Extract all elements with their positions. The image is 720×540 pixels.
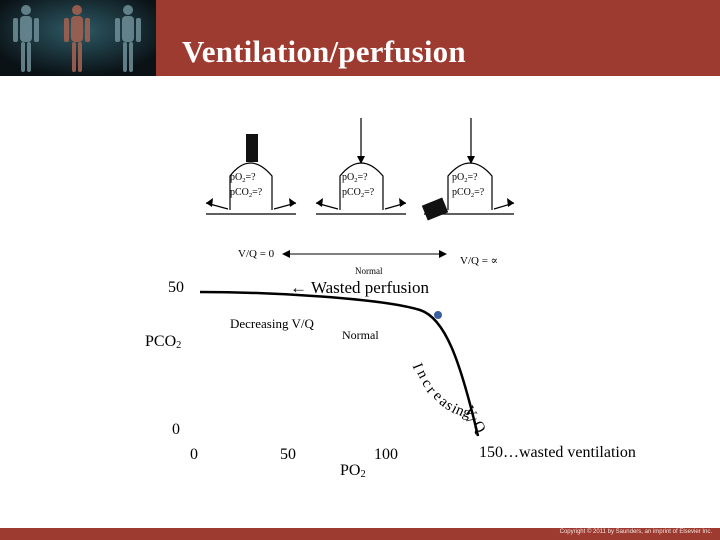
unit-3-gas-labels: pO2=? pCO2=? [452, 172, 485, 199]
vq-curve [199, 290, 480, 437]
wasted-perfusion-label: ← Wasted perfusion [290, 278, 430, 297]
body-figures-icon [0, 0, 156, 76]
air-inflow-arrow-icon [467, 156, 475, 164]
air-inflow-arrow-icon [357, 156, 365, 164]
slide-title: Ventilation/perfusion [182, 34, 466, 69]
slide-footer [0, 528, 720, 540]
x-axis-label: PO2 [340, 462, 366, 480]
y-axis-label: PCO2 [145, 333, 182, 351]
x-tick-50: 50 [280, 446, 296, 463]
left-arrowhead-icon [282, 250, 290, 258]
blocked-airway-icon [246, 134, 258, 162]
unit-2-gas-labels: pO2=? pCO2=? [342, 172, 375, 199]
y-tick-0: 0 [172, 421, 180, 438]
vq-zero-label: V/Q = 0 [238, 248, 275, 260]
x-tick-0: 0 [190, 446, 198, 463]
normal-top-label: Normal [355, 266, 383, 276]
normal-point-marker [434, 311, 442, 319]
right-arrowhead-icon [439, 250, 447, 258]
vq-infinity-label: V/Q = ∝ [460, 255, 499, 267]
slide-header: Ventilation/perfusion [0, 0, 720, 76]
decreasing-vq-label: Decreasing V/Q [230, 316, 314, 331]
copyright-text: Copyright © 2011 by Saunders, an imprint… [559, 529, 712, 535]
x-tick-100: 100 [374, 446, 398, 463]
anatomy-figures-image [0, 0, 156, 76]
unit-1-gas-labels: pO2=? pCO2=? [230, 172, 263, 199]
normal-mid-label: Normal [342, 328, 379, 342]
y-tick-50: 50 [168, 279, 184, 296]
x-tick-150-wasted-ventilation: 150…wasted ventilation [479, 444, 636, 461]
blocked-vessel-icon [421, 197, 449, 221]
